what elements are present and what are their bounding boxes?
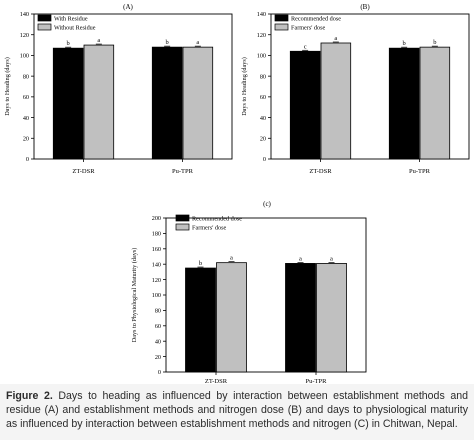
- legend-label: With Residue: [54, 15, 88, 22]
- bar-series-2: [216, 262, 247, 373]
- significance-letter: a: [330, 255, 333, 262]
- legend-label: Recommended dose: [192, 215, 242, 222]
- y-tick-label: 80: [23, 73, 29, 80]
- caption-text: Days to heading as influenced by interac…: [6, 390, 468, 430]
- plot-frame: [270, 13, 470, 160]
- significance-letter: a: [196, 39, 199, 46]
- x-tick-label: ZT-DSR: [72, 168, 95, 175]
- panel-label: (c): [263, 200, 271, 208]
- y-tick-label: 140: [257, 11, 266, 18]
- significance-letter: b: [199, 260, 202, 267]
- y-tick-label: 180: [152, 231, 161, 238]
- significance-letter: a: [334, 35, 337, 42]
- bar-series-1: [185, 267, 216, 373]
- bar-series-1: [285, 263, 316, 373]
- x-tick-label: ZT-DSR: [309, 168, 332, 175]
- y-tick-label: 60: [155, 323, 161, 330]
- y-tick-label: 140: [20, 11, 29, 18]
- bar-series-1: [388, 47, 420, 160]
- significance-letter: a: [97, 37, 100, 44]
- x-tick-label: Pu-TPR: [409, 168, 431, 175]
- x-tick-label: Pu-TPR: [306, 378, 328, 385]
- chart-panel-a: (A) 0 20 40 60 80 100 120 140 Days to Heading (da…: [4, 3, 233, 175]
- y-tick-label: 20: [155, 354, 161, 361]
- bar-series-1: [151, 46, 183, 160]
- bar-series-1: [289, 50, 321, 160]
- panel-label: (A): [123, 3, 133, 11]
- bar-series-1: [52, 47, 84, 160]
- legend-swatch: [175, 223, 190, 231]
- bar-series-2: [419, 46, 451, 160]
- legend-label: Farmers' dose: [192, 224, 227, 231]
- y-tick-label: 60: [23, 94, 29, 101]
- y-tick-label: 120: [152, 277, 161, 284]
- legend-swatch: [274, 14, 289, 22]
- y-tick-label: 100: [257, 53, 266, 60]
- panel-label: (B): [360, 3, 370, 11]
- legend-label: Recommended dose: [291, 15, 341, 22]
- y-tick-label: 160: [152, 246, 161, 253]
- bar-series-2: [182, 46, 214, 160]
- legend-label: Farmers' dose: [291, 24, 326, 31]
- legend-swatch: [274, 23, 289, 31]
- bar-series-2: [83, 44, 115, 160]
- x-tick-label: ZT-DSR: [205, 378, 228, 385]
- legend-label: Without Residue: [54, 24, 96, 31]
- y-tick-label: 100: [152, 292, 161, 299]
- figure-caption: Figure 2. Days to heading as influenced …: [6, 389, 468, 431]
- y-axis-label: Days to Heading (days): [4, 57, 11, 116]
- y-tick-label: 140: [152, 261, 161, 268]
- significance-letter: c: [304, 43, 307, 50]
- x-tick-label: Pu-TPR: [172, 168, 194, 175]
- plot-frame: [33, 13, 233, 160]
- legend-swatch: [175, 214, 190, 222]
- significance-letter: b: [433, 39, 436, 46]
- chart-panel-b: (B) 0 20 40 60 80 100 120 140 Days to Heading (da…: [241, 3, 470, 175]
- bar-series-2: [320, 42, 352, 160]
- significance-letter: a: [230, 255, 233, 262]
- y-axis-label: Days to Heading (days): [241, 57, 248, 116]
- y-tick-label: 40: [155, 338, 161, 345]
- significance-letter: b: [67, 40, 70, 47]
- chart-panel-c: (c) 0 20 40 60 80 100 120 140 160 180 200 Days to Ph…: [131, 200, 367, 385]
- y-tick-label: 80: [260, 73, 266, 80]
- legend-swatch: [37, 14, 52, 22]
- y-tick-label: 20: [23, 135, 29, 142]
- y-tick-label: 80: [155, 308, 161, 315]
- significance-letter: b: [403, 40, 406, 47]
- y-tick-label: 200: [152, 215, 161, 222]
- legend-swatch: [37, 23, 52, 31]
- y-axis-label: Days to Physiological Maturity (days): [131, 248, 138, 343]
- significance-letter: a: [299, 255, 302, 262]
- y-tick-label: 0: [26, 156, 29, 163]
- y-tick-label: 120: [257, 32, 266, 39]
- y-tick-label: 120: [20, 32, 29, 39]
- significance-letter: b: [166, 39, 169, 46]
- caption-background: [0, 384, 474, 440]
- y-tick-label: 60: [260, 94, 266, 101]
- y-tick-label: 0: [263, 156, 266, 163]
- bar-series-2: [316, 263, 347, 373]
- y-tick-label: 20: [260, 135, 266, 142]
- y-tick-label: 100: [20, 53, 29, 60]
- y-tick-label: 40: [260, 115, 266, 122]
- caption-label: Figure 2.: [6, 390, 53, 402]
- y-tick-label: 0: [158, 369, 161, 376]
- y-tick-label: 40: [23, 115, 29, 122]
